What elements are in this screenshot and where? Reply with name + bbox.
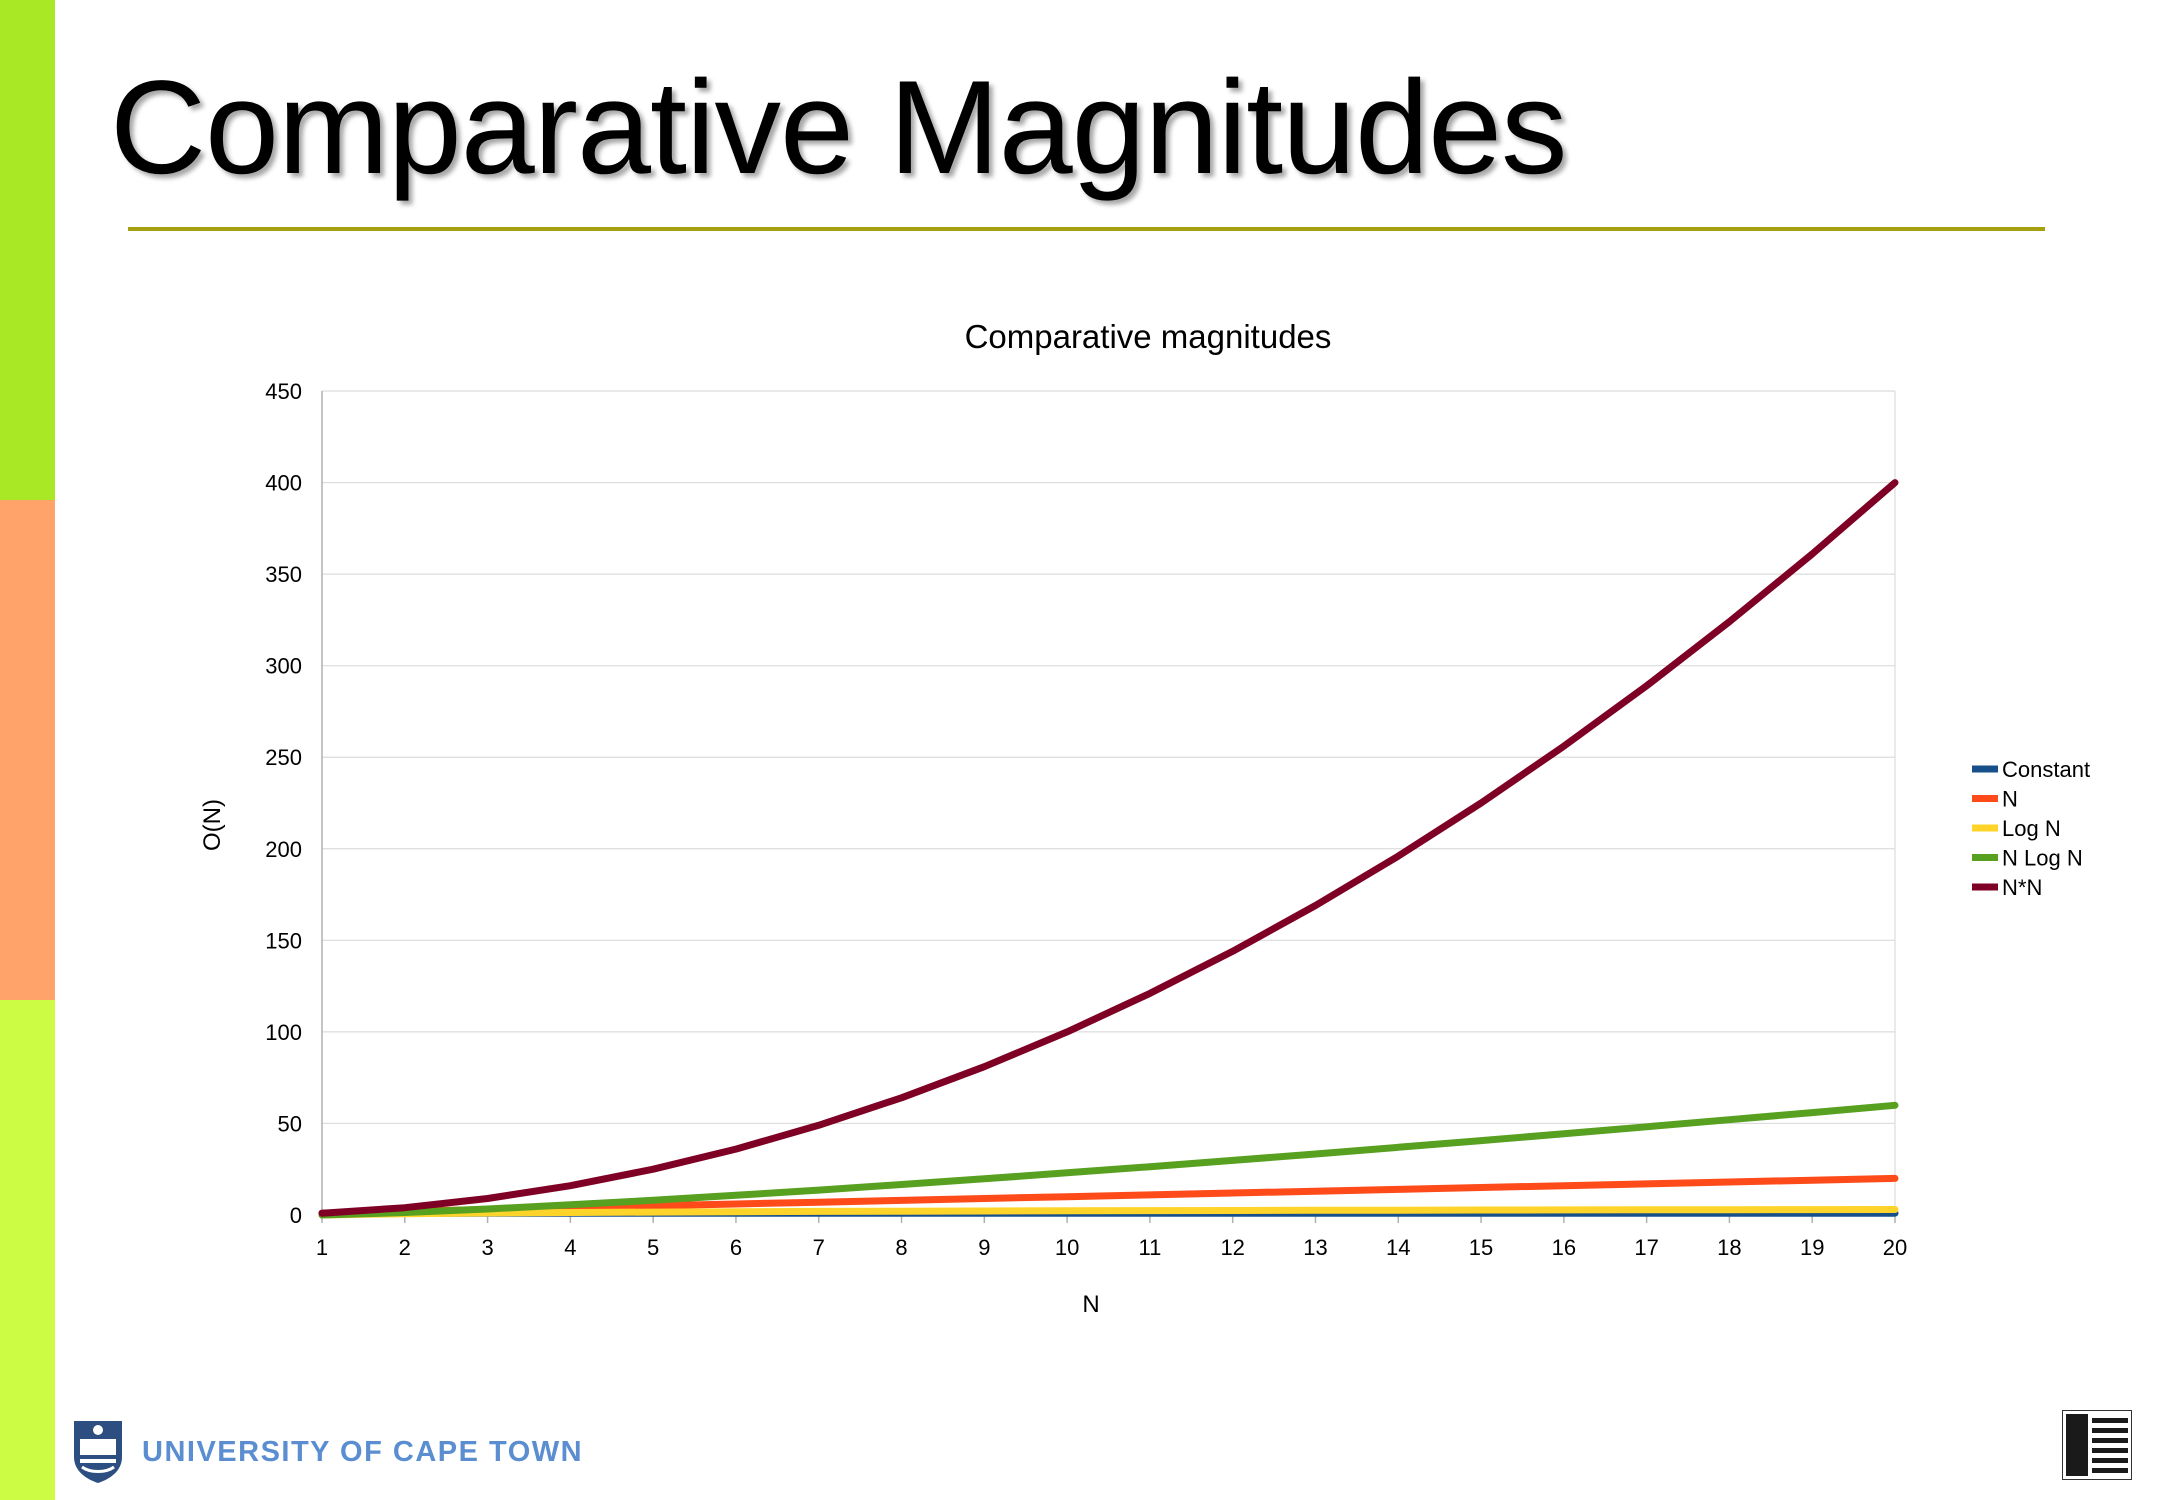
side-band-top [0, 0, 55, 500]
corner-logo-icon [2062, 1410, 2132, 1480]
legend-label: Constant [2002, 757, 2090, 782]
y-tick-label: 0 [290, 1203, 302, 1228]
chart-title: Comparative magnitudes [965, 318, 1332, 355]
legend-label: N [2002, 787, 2018, 812]
x-tick-label: 9 [978, 1235, 990, 1260]
x-tick-label: 4 [564, 1235, 576, 1260]
x-tick-label: 2 [399, 1235, 411, 1260]
series-line [318, 479, 1899, 1217]
chart-legend: Constant N Log N N Log N N*N [1972, 757, 2090, 900]
x-tick-label: 14 [1386, 1235, 1410, 1260]
y-tick-label: 300 [265, 654, 302, 679]
x-tick-label: 1 [316, 1235, 328, 1260]
university-logo: UNIVERSITY OF CAPE TOWN [72, 1420, 583, 1484]
y-tick-label: 350 [265, 562, 302, 587]
series-lines [318, 479, 1899, 1219]
x-tick-label: 20 [1883, 1235, 1907, 1260]
x-tick-label: 6 [730, 1235, 742, 1260]
y-tick-label: 50 [278, 1111, 302, 1136]
x-tick-label: 5 [647, 1235, 659, 1260]
x-tick-label: 19 [1800, 1235, 1824, 1260]
x-tick-label: 18 [1717, 1235, 1741, 1260]
x-tick-label: 3 [481, 1235, 493, 1260]
university-name: UNIVERSITY OF CAPE TOWN [142, 1435, 584, 1468]
series-line [318, 1206, 1899, 1219]
y-tick-label: 200 [265, 837, 302, 862]
title-rule [128, 227, 2045, 231]
legend-label: N Log N [2002, 846, 2083, 871]
gridlines [322, 390, 1896, 1216]
y-tick-label: 250 [265, 745, 302, 770]
x-tick-label: 8 [895, 1235, 907, 1260]
x-tick-label: 17 [1634, 1235, 1658, 1260]
side-band-middle [0, 500, 55, 1000]
legend-label: Log N [2002, 816, 2061, 841]
x-tick-label: 13 [1303, 1235, 1327, 1260]
series-line [318, 1101, 1899, 1219]
slide-title: Comparative Magnitudes [110, 54, 1568, 202]
x-tick-label: 16 [1552, 1235, 1576, 1260]
crest-icon [74, 1421, 122, 1483]
x-axis-label: N [1082, 1291, 1099, 1318]
x-tick-label: 11 [1138, 1235, 1161, 1260]
legend-label: N*N [2002, 875, 2042, 900]
x-tick-label: 12 [1220, 1235, 1244, 1260]
axes [321, 391, 1896, 1223]
x-tick-label: 15 [1469, 1235, 1493, 1260]
side-band-bottom [0, 1000, 55, 1500]
y-tick-label: 400 [265, 471, 302, 496]
y-tick-label: 150 [265, 928, 302, 953]
y-axis-label: O(N) [199, 799, 226, 851]
y-tick-label: 450 [265, 379, 302, 404]
y-tick-label: 100 [265, 1020, 302, 1045]
x-tick-label: 10 [1055, 1235, 1079, 1260]
x-tick-label: 7 [813, 1235, 825, 1260]
